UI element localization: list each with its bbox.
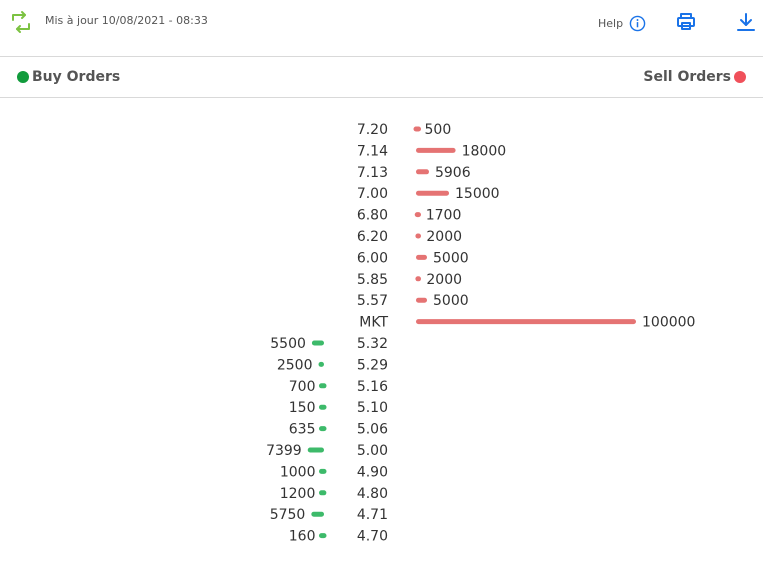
header-bar: Mis à jour 10/08/2021 - 08:33 Help — [0, 0, 763, 57]
last-updated-text: Mis à jour 10/08/2021 - 08:33 — [45, 14, 208, 27]
buy-orders-label: Buy Orders — [32, 69, 121, 85]
price-label: 5.85 — [357, 272, 388, 288]
sell-quantity-label: 5000 — [433, 250, 469, 266]
download-icon[interactable] — [737, 12, 755, 32]
price-label: 4.80 — [357, 486, 388, 502]
price-label: 5.29 — [357, 357, 388, 373]
sell-quantity-label: 2000 — [426, 272, 462, 288]
buy-quantity-label: 5500 — [270, 336, 306, 352]
buy-quantity-label: 2500 — [277, 357, 313, 373]
print-icon[interactable] — [676, 12, 696, 32]
help-button[interactable]: Help — [598, 14, 646, 32]
price-label: MKT — [359, 315, 388, 331]
price-label: 4.90 — [357, 464, 388, 480]
buy-quantity-label: 635 — [289, 422, 316, 438]
sell-dot-icon — [734, 71, 746, 83]
buy-quantity-label: 7399 — [266, 443, 302, 459]
price-label: 7.20 — [357, 122, 388, 138]
sell-quantity-label: 1700 — [426, 208, 462, 224]
price-label: 5.57 — [357, 293, 388, 309]
price-label: 6.00 — [357, 250, 388, 266]
info-icon — [629, 15, 646, 32]
price-label: 7.00 — [357, 186, 388, 202]
price-label: 4.70 — [357, 529, 388, 545]
buy-orders-legend: Buy Orders — [17, 69, 120, 85]
order-type-legend: Buy Orders Sell Orders — [0, 57, 763, 98]
price-label: 4.71 — [357, 507, 388, 523]
sell-quantity-label: 15000 — [455, 186, 500, 202]
sell-quantity-label: 5906 — [435, 165, 471, 181]
buy-quantity-label: 1000 — [280, 464, 316, 480]
buy-dot-icon — [17, 71, 29, 83]
sell-quantity-label: 2000 — [426, 229, 462, 245]
sell-orders-legend: Sell Orders — [643, 69, 746, 85]
price-label: 6.20 — [357, 229, 388, 245]
price-label: 7.14 — [357, 143, 388, 159]
sell-quantity-label: 18000 — [462, 143, 507, 159]
buy-quantity-label: 5750 — [270, 507, 306, 523]
buy-quantity-label: 160 — [289, 529, 316, 545]
sell-quantity-label: 100000 — [642, 315, 695, 331]
price-label: 5.32 — [357, 336, 388, 352]
sell-orders-label: Sell Orders — [643, 69, 731, 85]
help-label: Help — [598, 16, 624, 30]
price-label: 5.00 — [357, 443, 388, 459]
price-label: 5.10 — [357, 400, 388, 416]
price-label: 5.16 — [357, 379, 388, 395]
buy-quantity-label: 150 — [289, 400, 316, 416]
refresh-icon[interactable] — [9, 10, 33, 34]
buy-quantity-label: 1200 — [280, 486, 316, 502]
price-label: 7.13 — [357, 165, 388, 181]
price-label: 5.06 — [357, 422, 388, 438]
sell-quantity-label: 5000 — [433, 293, 469, 309]
buy-quantity-label: 700 — [289, 379, 316, 395]
price-label: 6.80 — [357, 208, 388, 224]
sell-quantity-label: 500 — [425, 122, 452, 138]
